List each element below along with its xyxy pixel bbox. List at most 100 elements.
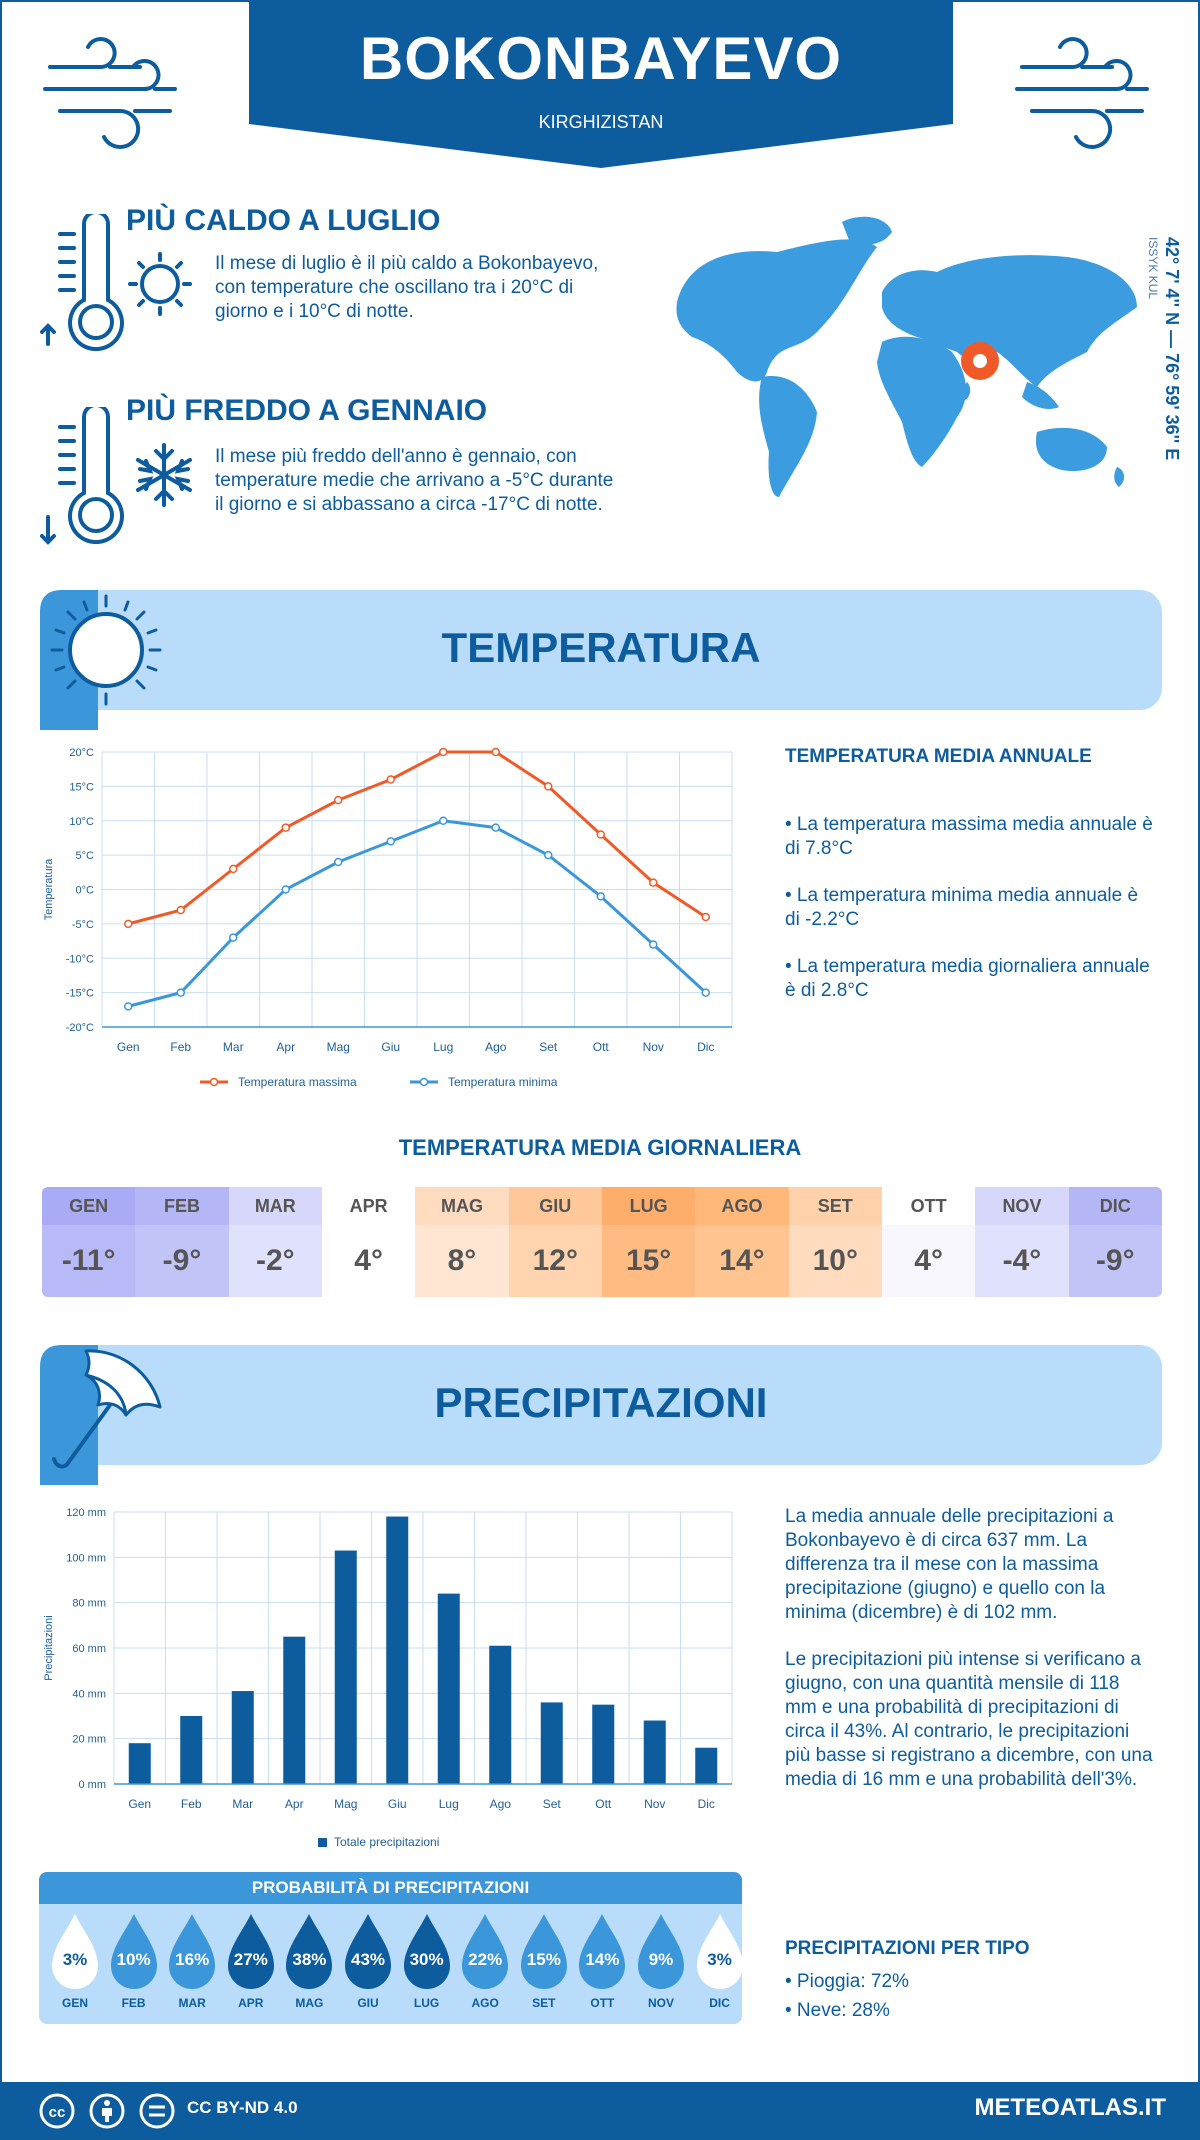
temp-data-point: [176, 988, 185, 997]
temp-y-tick: -15°C: [66, 988, 94, 1000]
precip-bar: [386, 1516, 409, 1784]
probability-value: 3%: [62, 1950, 88, 1969]
precip-y-tick: 80 mm: [72, 1598, 106, 1610]
daily-temp-column: LUG 15°: [601, 1187, 696, 1297]
precip-bar: [695, 1747, 718, 1784]
temp-data-point: [176, 905, 185, 915]
probability-value: 27%: [233, 1950, 268, 1969]
temp-x-tick: Gen: [117, 1040, 140, 1054]
daily-temp-month: MAG: [415, 1187, 509, 1225]
daily-temp-column: OTT 4°: [881, 1187, 976, 1297]
city-name: BOKONBAYEVO: [359, 25, 843, 92]
precip-x-tick: Set: [543, 1797, 562, 1811]
temp-x-tick: Ott: [593, 1040, 610, 1054]
temp-y-tick: 0°C: [76, 885, 95, 897]
daily-temp-month: APR: [321, 1187, 416, 1225]
temp-data-point: [229, 933, 238, 942]
probability-month: MAR: [178, 1996, 206, 2010]
footer: cc CC BY-ND 4.0 METEOATLAS.IT: [2, 2082, 1198, 2138]
raindrop-icon: [579, 1914, 626, 1989]
cc-license-icons: cc: [39, 2093, 175, 2129]
daily-temp-month: NOV: [975, 1187, 1069, 1225]
probability-value: 14%: [585, 1950, 620, 1969]
temp-data-point: [701, 988, 710, 997]
precip-x-tick: Lug: [439, 1797, 459, 1811]
temp-data-point: [124, 919, 133, 929]
daily-temp-value: -9°: [1068, 1225, 1162, 1297]
temp-y-tick: -20°C: [66, 1022, 94, 1034]
temp-x-tick: Feb: [170, 1040, 191, 1054]
temp-x-tick: Lug: [433, 1040, 453, 1054]
brand-link[interactable]: METEOATLAS.IT: [974, 2094, 1166, 2121]
coordinates-text: 42° 7' 4'' N — 76° 59' 36'' E: [1162, 237, 1182, 461]
temp-legend-label: Temperatura massima: [238, 1075, 357, 1089]
probability-month: AGO: [471, 1996, 499, 2010]
license-text: CC BY-ND 4.0: [187, 2098, 298, 2117]
precipitation-title: PRECIPITAZIONI: [434, 1379, 768, 1426]
probability-drop: 30% LUG: [400, 1912, 454, 2010]
precip-bar: [489, 1645, 512, 1784]
wind-icon-right: [1015, 37, 1149, 149]
precip-x-tick: Mar: [232, 1797, 253, 1811]
probability-month: LUG: [413, 1996, 440, 2010]
probability-drop: 22% AGO: [458, 1912, 512, 2010]
precip-y-tick: 0 mm: [79, 1779, 107, 1791]
precipitation-text-1: La media annuale delle precipitazioni a …: [785, 1506, 1114, 1623]
temp-y-tick: -5°C: [72, 919, 94, 931]
region-text: ISSYK KUL: [1146, 237, 1160, 300]
probability-month: FEB: [121, 1996, 146, 2010]
probability-drop: 9% NOV: [634, 1912, 688, 2010]
temp-x-tick: Giu: [381, 1040, 400, 1054]
raindrop-icon: [286, 1914, 333, 1989]
umbrella-icon: [40, 1345, 162, 1485]
probability-drop: 38% MAG: [282, 1912, 336, 2010]
hot-title: PIÙ CALDO A LUGLIO: [126, 204, 441, 237]
temperature-grid: [101, 751, 733, 1028]
probability-month: GEN: [61, 1996, 88, 2010]
temp-data-point: [229, 864, 238, 874]
daily-temp-month: GIU: [508, 1187, 602, 1225]
svg-text:cc: cc: [49, 2104, 66, 2121]
daily-temp-month: GEN: [42, 1187, 136, 1225]
thermometer-cold-icon: [40, 407, 192, 545]
daily-temp-title: TEMPERATURA MEDIA GIORNALIERA: [398, 1135, 802, 1160]
temp-y-tick: 5°C: [76, 850, 95, 862]
probability-drops: 3% GEN 10% FEB 16% MAR 27% APR 38% MAG 43% GIU 30% LU…: [39, 1912, 742, 2024]
precip-type-rain: • Pioggia: 72%: [785, 1971, 909, 1992]
precip-y-tick: 60 mm: [72, 1643, 106, 1655]
precipitation-text-2: Le precipitazioni più intense si verific…: [785, 1649, 1153, 1790]
temp-y-label: Temperatura: [43, 858, 55, 921]
cold-title: PIÙ FREDDO A GENNAIO: [126, 394, 488, 427]
precip-y-tick: 20 mm: [72, 1734, 106, 1746]
precip-y-tick: 120 mm: [66, 1507, 106, 1519]
precip-bar: [231, 1691, 254, 1784]
probability-month: GIU: [357, 1996, 379, 2010]
precip-bar: [180, 1716, 203, 1784]
daily-temp-column: MAR -2°: [228, 1187, 322, 1297]
temp-data-point: [439, 816, 448, 825]
temp-x-tick: Set: [539, 1040, 558, 1054]
raindrop-icon: [227, 1914, 274, 1989]
precip-bar: [540, 1702, 563, 1784]
probability-month: APR: [238, 1996, 264, 2010]
probability-drop: 14% OTT: [575, 1912, 629, 2010]
temperature-chart: 20°C 15°C 10°C 5°C 0°C -5°C -10°C -15°C -20°C Gen…: [43, 747, 733, 1089]
temp-x-tick: Mag: [327, 1040, 350, 1054]
coordinates-block: 42° 7' 4'' N — 76° 59' 36'' E ISSYK KUL: [1146, 237, 1182, 467]
raindrop-icon: [52, 1914, 98, 1989]
temp-data-point: [596, 830, 605, 839]
temp-series-line: [127, 750, 707, 926]
temp-x-tick: Ago: [485, 1040, 507, 1054]
temp-data-point: [334, 857, 343, 867]
daily-temp-column: FEB -9°: [135, 1187, 229, 1297]
temperature-bullet-min: • La temperatura minima media annuale è …: [785, 885, 1139, 930]
precip-x-tick: Dic: [698, 1797, 715, 1811]
probability-value: 15%: [526, 1950, 561, 1969]
cold-text: Il mese più freddo dell'anno è gennaio, …: [215, 446, 614, 515]
temp-data-point: [334, 795, 343, 805]
temp-y-tick: 15°C: [69, 781, 94, 793]
temp-data-point: [281, 823, 290, 832]
precipitation-probability-box: PROBABILITÀ DI PRECIPITAZIONI 3% GEN 10% FE…: [39, 1872, 742, 2024]
daily-temp-value: 8°: [415, 1225, 509, 1297]
temp-x-tick: Mar: [223, 1040, 244, 1054]
